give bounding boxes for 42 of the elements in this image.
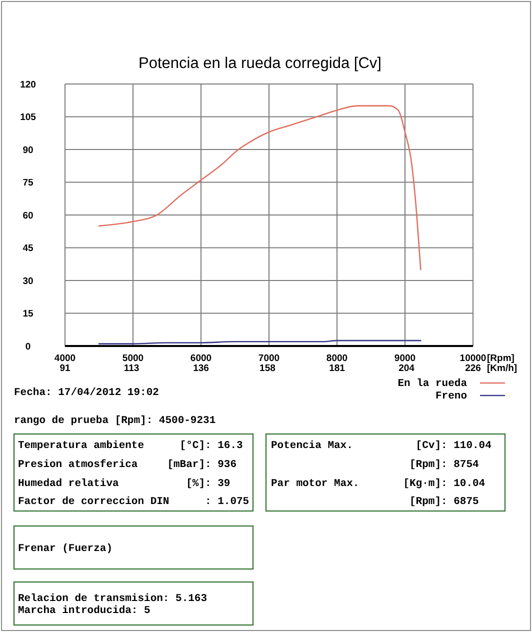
legend-label: En la rueda — [398, 378, 468, 390]
text: Frenar (Fuerza) — [18, 543, 113, 555]
x2-tick-label: 136 — [193, 363, 209, 374]
y-tick-label: 90 — [22, 144, 34, 156]
x-tick-label: 9000 — [394, 353, 416, 364]
legend-label: Freno — [435, 390, 467, 402]
text: rango de prueba [Rpm]: 4500-9231 — [14, 415, 216, 427]
y-tick-label: 45 — [22, 243, 34, 254]
y-tick-label: 105 — [20, 112, 37, 124]
text: [Rpm]: 8754 — [410, 459, 479, 471]
text: Fecha: 17/04/2012 19:02 — [14, 387, 159, 399]
x2-tick-label: 204 — [398, 363, 416, 374]
text: Temperatura ambiente [°C]: 16.3 — [18, 440, 243, 452]
y-tick-label: 60 — [22, 210, 34, 222]
x-tick-label: 5000 — [122, 353, 144, 364]
x-axis-title: [Rpm] — [487, 353, 514, 364]
text: [Rpm]: 6875 — [410, 496, 479, 508]
y-tick-label: 120 — [20, 79, 36, 90]
x-tick-label: 4000 — [54, 353, 76, 364]
text: Par motor Max. [Kg·m]: 10.04 — [271, 478, 486, 490]
text: Humedad relativa [%]: 39 — [18, 478, 230, 490]
text: Relacion de transmision: 5.163 — [18, 593, 208, 605]
x2-tick-label: 113 — [124, 363, 140, 374]
text: Presion atmosferica [mBar]: 936 — [18, 459, 237, 471]
chart-title: Potencia en la rueda corregida [Cv] — [138, 55, 382, 72]
text: Factor de correccion DIN : 1.075 — [18, 496, 250, 508]
x-tick-label: 6000 — [190, 353, 212, 364]
x2-axis-title: [Km/h] — [487, 363, 518, 374]
y-tick-label: 15 — [22, 308, 34, 320]
x2-tick-label: 158 — [260, 363, 276, 374]
x2-tick-label: 181 — [329, 363, 346, 374]
x2-tick-label: 91 — [60, 363, 71, 374]
text: Marcha introducida: 5 — [18, 605, 150, 617]
text: Potencia Max. [Cv]: 110.04 — [271, 440, 492, 452]
y-tick-label: 75 — [22, 178, 34, 189]
x-tick-label: 7000 — [258, 353, 280, 364]
y-tick-label: 0 — [25, 341, 31, 352]
x-tick-label: 10000 — [460, 353, 486, 364]
y-tick-label: 30 — [22, 276, 34, 287]
x2-tick-label: 226 — [465, 363, 481, 374]
line-series — [98, 105, 422, 270]
x-tick-label: 8000 — [326, 353, 348, 364]
